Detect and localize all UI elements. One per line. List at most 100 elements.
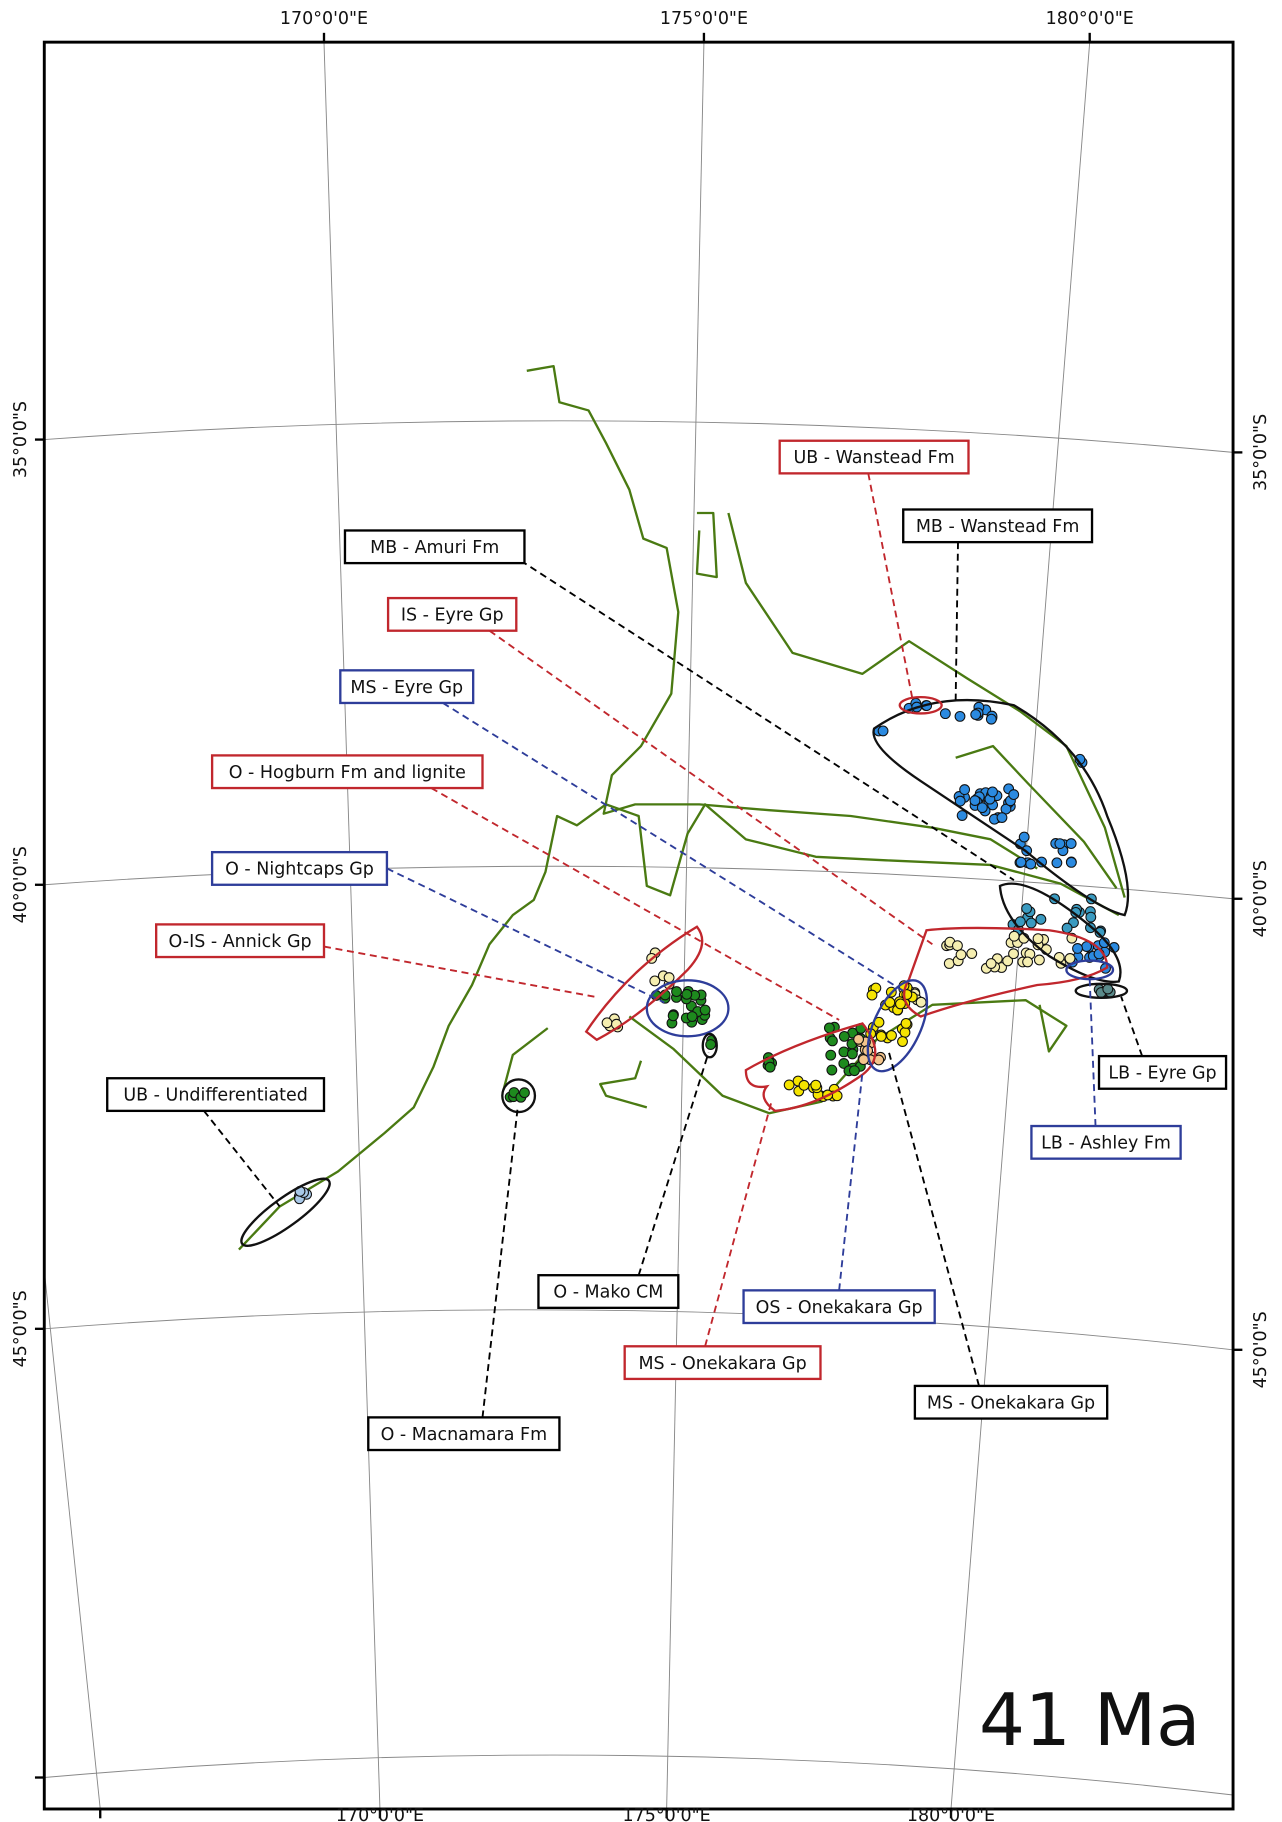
label-text: MS - Onekakara Gp [927,1393,1095,1413]
coastline [695,511,718,579]
coastline [502,1027,549,1091]
sample-dot [956,810,968,821]
sample-dot [858,1054,870,1066]
label-box [210,754,484,790]
sample-dot [686,1011,698,1022]
label-box [778,439,970,475]
sample-dot [877,725,889,737]
leader-line [838,1072,864,1291]
sample-dot [886,1030,897,1041]
sample-dot [1064,953,1076,964]
sample-dot [1008,948,1019,960]
sample-dot [976,802,988,814]
sample-dot [1025,917,1037,929]
outline [701,1032,718,1059]
sample-dot [1098,937,1110,949]
label-box [155,923,326,959]
sample-dot [1035,913,1047,925]
outline [1065,959,1115,981]
outline [1074,982,1129,999]
leader-line [954,542,959,700]
outline [866,979,929,1073]
sample-dot [699,1004,711,1016]
sample-dot [970,709,982,720]
sample-dot [954,710,966,722]
frame [42,40,1235,1811]
leader-line [704,1101,773,1347]
sample-dot [899,1026,911,1038]
sample-dot [897,1036,908,1047]
label-box [106,1077,326,1113]
outlines [240,695,1130,1247]
label-text: LB - Eyre Gp [1108,1064,1216,1084]
label-box [1030,1124,1182,1160]
coastline [599,1060,648,1109]
sample-dot [838,1030,850,1042]
sample-dot [866,989,878,1001]
sample-dot [959,784,971,796]
sample-dot [1036,856,1047,868]
label-box [623,1345,822,1381]
parallel [44,420,1234,453]
sample-dot [1008,930,1020,942]
leader-line [500,547,1015,881]
coastline [526,364,1038,870]
sample-dot [900,1017,912,1029]
graticule-label: 40°0'0"S [1251,860,1271,937]
label-text: LB - Ashley Fm [1041,1134,1171,1154]
sample-dot [1022,956,1034,968]
label-box [210,850,389,886]
sample-dot [1094,926,1106,938]
coastline [955,744,1118,889]
label-text: MS - Onekakara Gp [638,1354,806,1374]
sample-dot [1065,856,1077,868]
graticule-label: 175°0'0"E [660,9,748,29]
sample-dot [826,1064,838,1076]
graticule-label: 35°0'0"S [11,401,31,478]
map-title: 41 Ma [979,1679,1201,1763]
sample-dot [853,1033,865,1045]
sample-dot [1014,916,1026,928]
graticule-label: 180°0'0"E [1046,9,1134,29]
outline [998,882,1122,984]
sample-dot [1032,933,1044,945]
outline [584,925,704,1042]
leader-line [867,473,914,700]
sample-dot [1072,943,1083,954]
sample-dot [1033,954,1045,966]
sample-dot [827,1035,838,1047]
label-text: MS - Eyre Gp [350,678,463,698]
sample-dot [519,1087,530,1099]
sample-dot [1085,911,1097,923]
sample-dot [943,958,955,969]
meridian [666,42,705,1809]
label-text: OS - Onekakara Gp [756,1298,923,1318]
parallel [44,1309,1234,1351]
leader-line [203,1110,281,1208]
sample-dot [798,1079,810,1091]
sample-dot [838,1058,850,1069]
sample-dot [1102,983,1114,995]
sample-dot [667,1010,679,1022]
sample-dot [601,1017,613,1029]
sample-dot [810,1079,822,1091]
label-box [742,1289,936,1325]
outline [744,1022,877,1113]
leader-line [481,1109,519,1418]
sample-dot [966,948,978,959]
label-text: O - Macnamara Fm [381,1425,548,1445]
sample-dot [985,958,997,969]
labels: UB - Wanstead Fm MB - Wanstead Fm MB - Amu… [106,439,1228,1452]
label-box [367,1416,561,1452]
sample-dot [783,1079,795,1091]
sample-dot [1025,858,1037,870]
sample-dot [848,1065,860,1077]
sample-dot [1061,922,1073,934]
sample-dot [681,988,693,1000]
sample-dot [1054,838,1066,850]
leader-line [1120,996,1144,1057]
sample-dot [985,713,997,725]
graticule-label: 170°0'0"E [280,9,368,29]
